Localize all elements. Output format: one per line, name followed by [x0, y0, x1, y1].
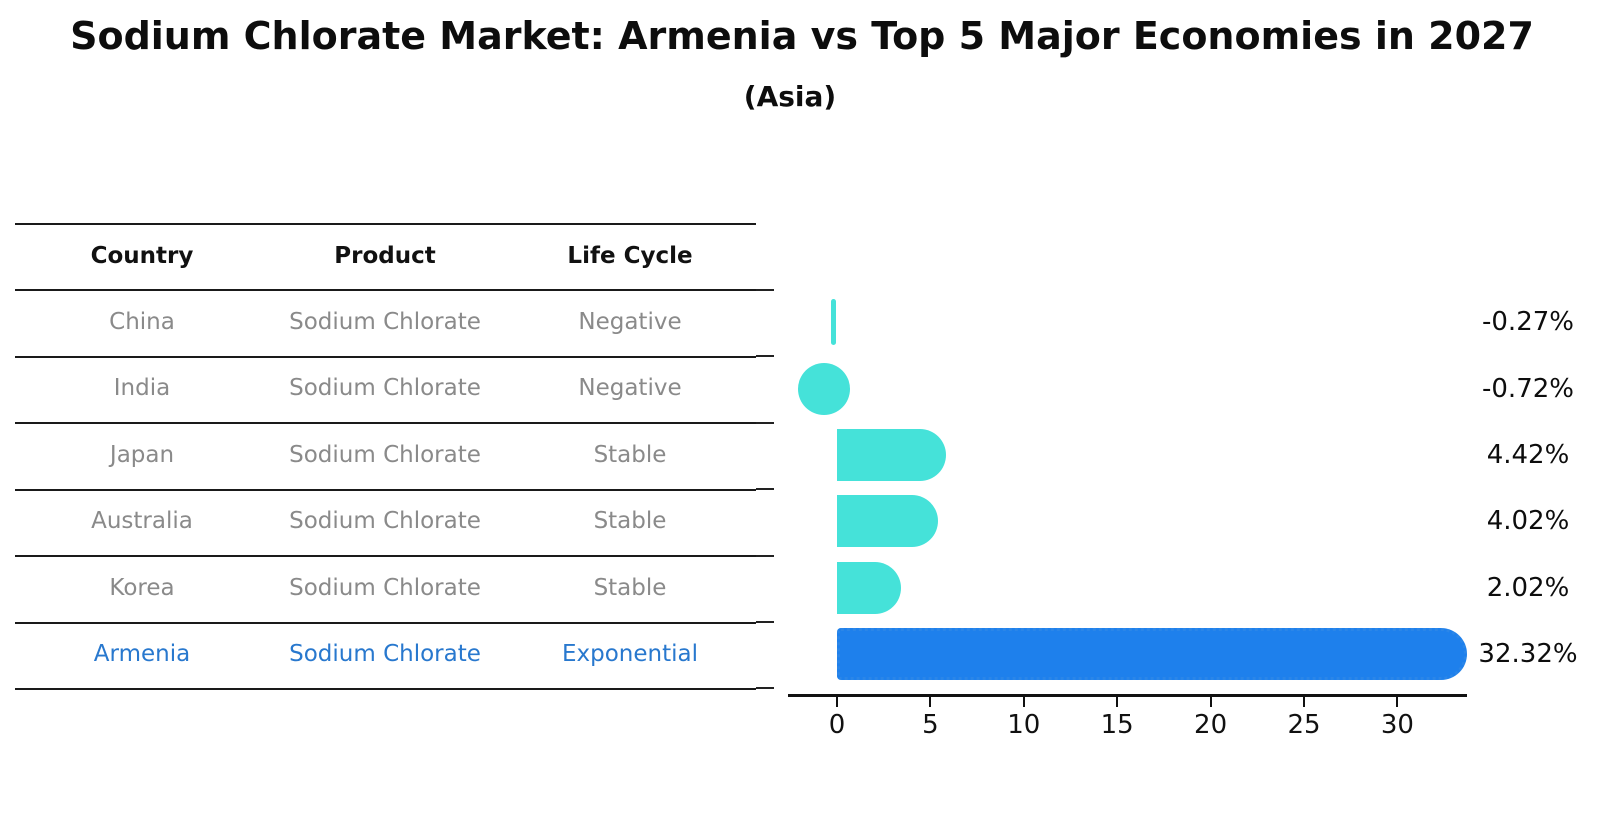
x-axis-tick — [1116, 697, 1119, 707]
cell-country: India — [113, 375, 171, 401]
x-axis-tick — [1209, 697, 1212, 707]
cell-country: Australia — [91, 508, 193, 534]
bar-korea — [837, 561, 901, 614]
cell-product: Sodium Chlorate — [289, 309, 481, 335]
cell-life-cycle: Stable — [593, 575, 667, 601]
x-axis-tick-label: 10 — [1007, 710, 1041, 740]
table-row-divider — [15, 622, 756, 624]
x-axis-tick — [929, 697, 932, 707]
chart-subtitle: (Asia) — [743, 80, 837, 113]
table-header-divider — [15, 289, 756, 291]
cell-country: China — [109, 309, 175, 335]
column-header-country: Country — [90, 243, 194, 269]
cell-life-cycle: Stable — [593, 508, 667, 534]
bar-india — [797, 362, 850, 415]
x-axis-tick — [1396, 697, 1399, 707]
y-axis-tick — [756, 355, 774, 357]
table-border-top — [15, 223, 756, 225]
y-axis-tick — [756, 289, 774, 291]
table-row-divider — [15, 422, 756, 424]
value-label: 2.02% — [1486, 572, 1570, 603]
x-axis-tick-label: 25 — [1287, 710, 1321, 740]
y-axis-tick — [756, 422, 774, 424]
cell-product: Sodium Chlorate — [289, 375, 481, 401]
cell-product: Sodium Chlorate — [289, 575, 481, 601]
chart-title: Sodium Chlorate Market: Armenia vs Top 5… — [70, 14, 1534, 58]
bar-armenia-highlight — [837, 628, 1467, 681]
cell-product: Sodium Chlorate — [289, 641, 481, 667]
bar-china — [831, 299, 836, 346]
table-border-bottom — [15, 688, 756, 690]
value-label: -0.72% — [1482, 373, 1574, 404]
y-axis-tick — [756, 555, 774, 557]
cell-product: Sodium Chlorate — [289, 442, 481, 468]
cell-country: Korea — [109, 575, 175, 601]
table-row-divider — [15, 555, 756, 557]
bar-australia — [837, 495, 939, 548]
y-axis-tick — [756, 488, 774, 490]
x-axis-line — [788, 694, 1467, 697]
x-axis-tick — [1022, 697, 1025, 707]
x-axis-tick-label: 30 — [1380, 710, 1414, 740]
cell-life-cycle: Negative — [578, 375, 682, 401]
cell-life-cycle: Negative — [578, 309, 682, 335]
column-header-life-cycle: Life Cycle — [567, 243, 693, 269]
value-label: -0.27% — [1482, 307, 1574, 338]
value-label: 32.32% — [1478, 639, 1578, 670]
cell-country: Armenia — [93, 641, 191, 667]
table-row-divider — [15, 356, 756, 358]
cell-product: Sodium Chlorate — [289, 508, 481, 534]
cell-life-cycle: Exponential — [561, 641, 698, 667]
x-axis-tick-label: 5 — [922, 710, 939, 740]
value-label: 4.02% — [1486, 506, 1570, 537]
x-axis-tick-label: 15 — [1100, 710, 1134, 740]
cell-country: Japan — [109, 442, 175, 468]
x-axis-tick-label: 0 — [828, 710, 846, 740]
bar-japan — [837, 429, 946, 481]
x-axis-tick — [1303, 697, 1305, 707]
y-axis-tick — [756, 621, 774, 623]
y-axis-tick — [756, 687, 774, 689]
cell-life-cycle: Stable — [593, 442, 667, 468]
value-label: 4.42% — [1486, 440, 1570, 470]
column-header-product: Product — [334, 243, 436, 269]
x-axis-tick-label: 20 — [1194, 710, 1228, 740]
x-axis-tick — [836, 697, 838, 707]
table-row-divider — [15, 489, 756, 491]
